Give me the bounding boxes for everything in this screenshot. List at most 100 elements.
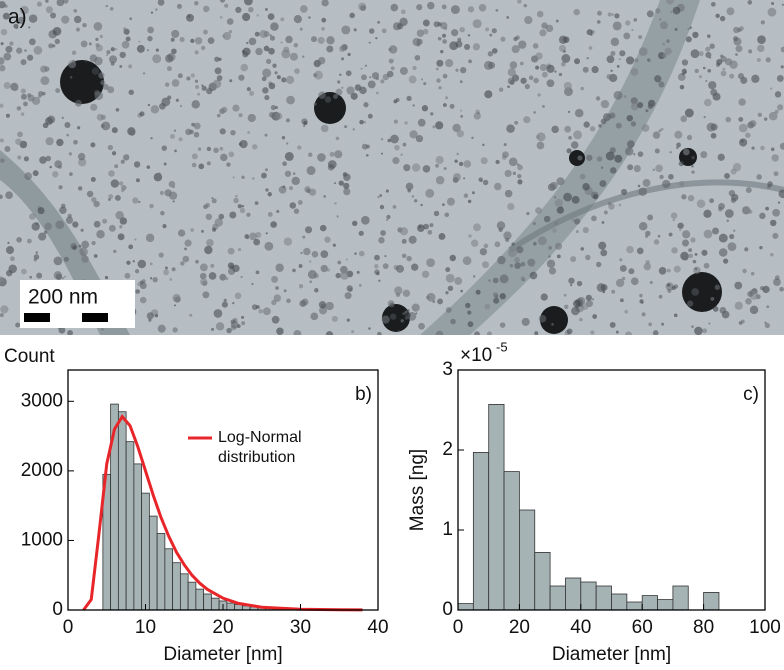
particle bbox=[319, 306, 328, 315]
particle bbox=[433, 210, 440, 217]
particle bbox=[50, 12, 57, 19]
particle bbox=[313, 70, 323, 80]
x-tick-label: 60 bbox=[632, 617, 653, 638]
particle bbox=[201, 229, 204, 233]
particle bbox=[606, 55, 615, 64]
particle bbox=[292, 172, 296, 175]
particle bbox=[533, 111, 536, 114]
particle bbox=[563, 192, 572, 202]
particle bbox=[286, 95, 295, 105]
particle bbox=[368, 327, 371, 330]
particle bbox=[21, 268, 27, 275]
bar bbox=[565, 577, 582, 611]
bar bbox=[210, 597, 220, 611]
particle bbox=[659, 21, 668, 30]
particle bbox=[210, 263, 215, 268]
particle bbox=[666, 268, 671, 273]
particle bbox=[756, 174, 762, 180]
particle bbox=[367, 113, 373, 119]
particle bbox=[579, 317, 583, 322]
particle bbox=[325, 331, 334, 335]
particle bbox=[334, 202, 337, 205]
particle bbox=[682, 148, 690, 156]
particle bbox=[658, 129, 662, 133]
particle bbox=[611, 289, 616, 294]
particle bbox=[360, 5, 367, 12]
particle bbox=[672, 6, 681, 15]
particle bbox=[618, 203, 622, 207]
particle bbox=[230, 320, 239, 329]
particle bbox=[212, 79, 222, 89]
particle bbox=[511, 45, 520, 54]
particle bbox=[306, 166, 316, 176]
particle bbox=[450, 5, 460, 15]
bar bbox=[148, 515, 158, 611]
bar bbox=[117, 411, 127, 611]
particle bbox=[358, 230, 364, 236]
particle bbox=[637, 184, 641, 188]
particle bbox=[681, 72, 685, 76]
particle bbox=[628, 268, 635, 275]
particle bbox=[467, 6, 475, 13]
particle bbox=[414, 199, 418, 203]
particle bbox=[308, 188, 317, 196]
particle bbox=[318, 91, 326, 100]
particle bbox=[212, 227, 217, 232]
particle bbox=[60, 203, 66, 209]
particle bbox=[199, 263, 208, 272]
particle bbox=[781, 3, 784, 6]
particle bbox=[471, 191, 475, 195]
particle bbox=[519, 61, 524, 66]
particle bbox=[280, 17, 285, 22]
legend-label: Log-Normal distribution bbox=[218, 429, 302, 466]
particle bbox=[678, 161, 684, 167]
particle bbox=[0, 138, 4, 143]
particle bbox=[0, 42, 4, 46]
particle bbox=[535, 207, 542, 214]
particle bbox=[447, 285, 454, 292]
particle bbox=[96, 230, 105, 239]
particle bbox=[607, 12, 612, 17]
particle bbox=[377, 195, 380, 199]
particle bbox=[108, 224, 116, 232]
particle bbox=[361, 143, 368, 150]
particle bbox=[482, 179, 489, 186]
particle bbox=[265, 188, 269, 192]
particle bbox=[106, 54, 109, 57]
particle bbox=[237, 248, 242, 252]
particle bbox=[343, 188, 351, 196]
particle bbox=[438, 233, 446, 240]
particle bbox=[378, 279, 381, 282]
particle bbox=[235, 194, 238, 198]
particle bbox=[0, 276, 4, 283]
particle bbox=[734, 301, 743, 310]
scale-bar bbox=[24, 313, 50, 322]
particle bbox=[730, 197, 737, 204]
particle bbox=[658, 81, 665, 88]
particle bbox=[24, 49, 27, 52]
particle bbox=[493, 182, 502, 191]
particle bbox=[568, 277, 575, 284]
particle bbox=[508, 157, 518, 167]
particle bbox=[47, 115, 56, 124]
particle bbox=[633, 18, 638, 22]
particle bbox=[556, 254, 561, 259]
x-tick-label: 80 bbox=[693, 617, 714, 638]
particle bbox=[737, 73, 745, 80]
particle bbox=[168, 191, 178, 200]
particle bbox=[524, 83, 530, 90]
particle bbox=[440, 22, 448, 30]
y-tick-label: 2000 bbox=[21, 460, 63, 481]
particle bbox=[52, 171, 59, 178]
particle bbox=[147, 103, 151, 107]
particle bbox=[615, 278, 625, 288]
bar bbox=[626, 601, 643, 611]
particle bbox=[72, 245, 77, 250]
particle bbox=[536, 10, 544, 18]
particle bbox=[570, 256, 577, 263]
particle bbox=[569, 89, 572, 92]
particle bbox=[20, 59, 27, 66]
particle bbox=[241, 315, 245, 319]
particle bbox=[545, 24, 554, 33]
particle bbox=[621, 276, 626, 281]
